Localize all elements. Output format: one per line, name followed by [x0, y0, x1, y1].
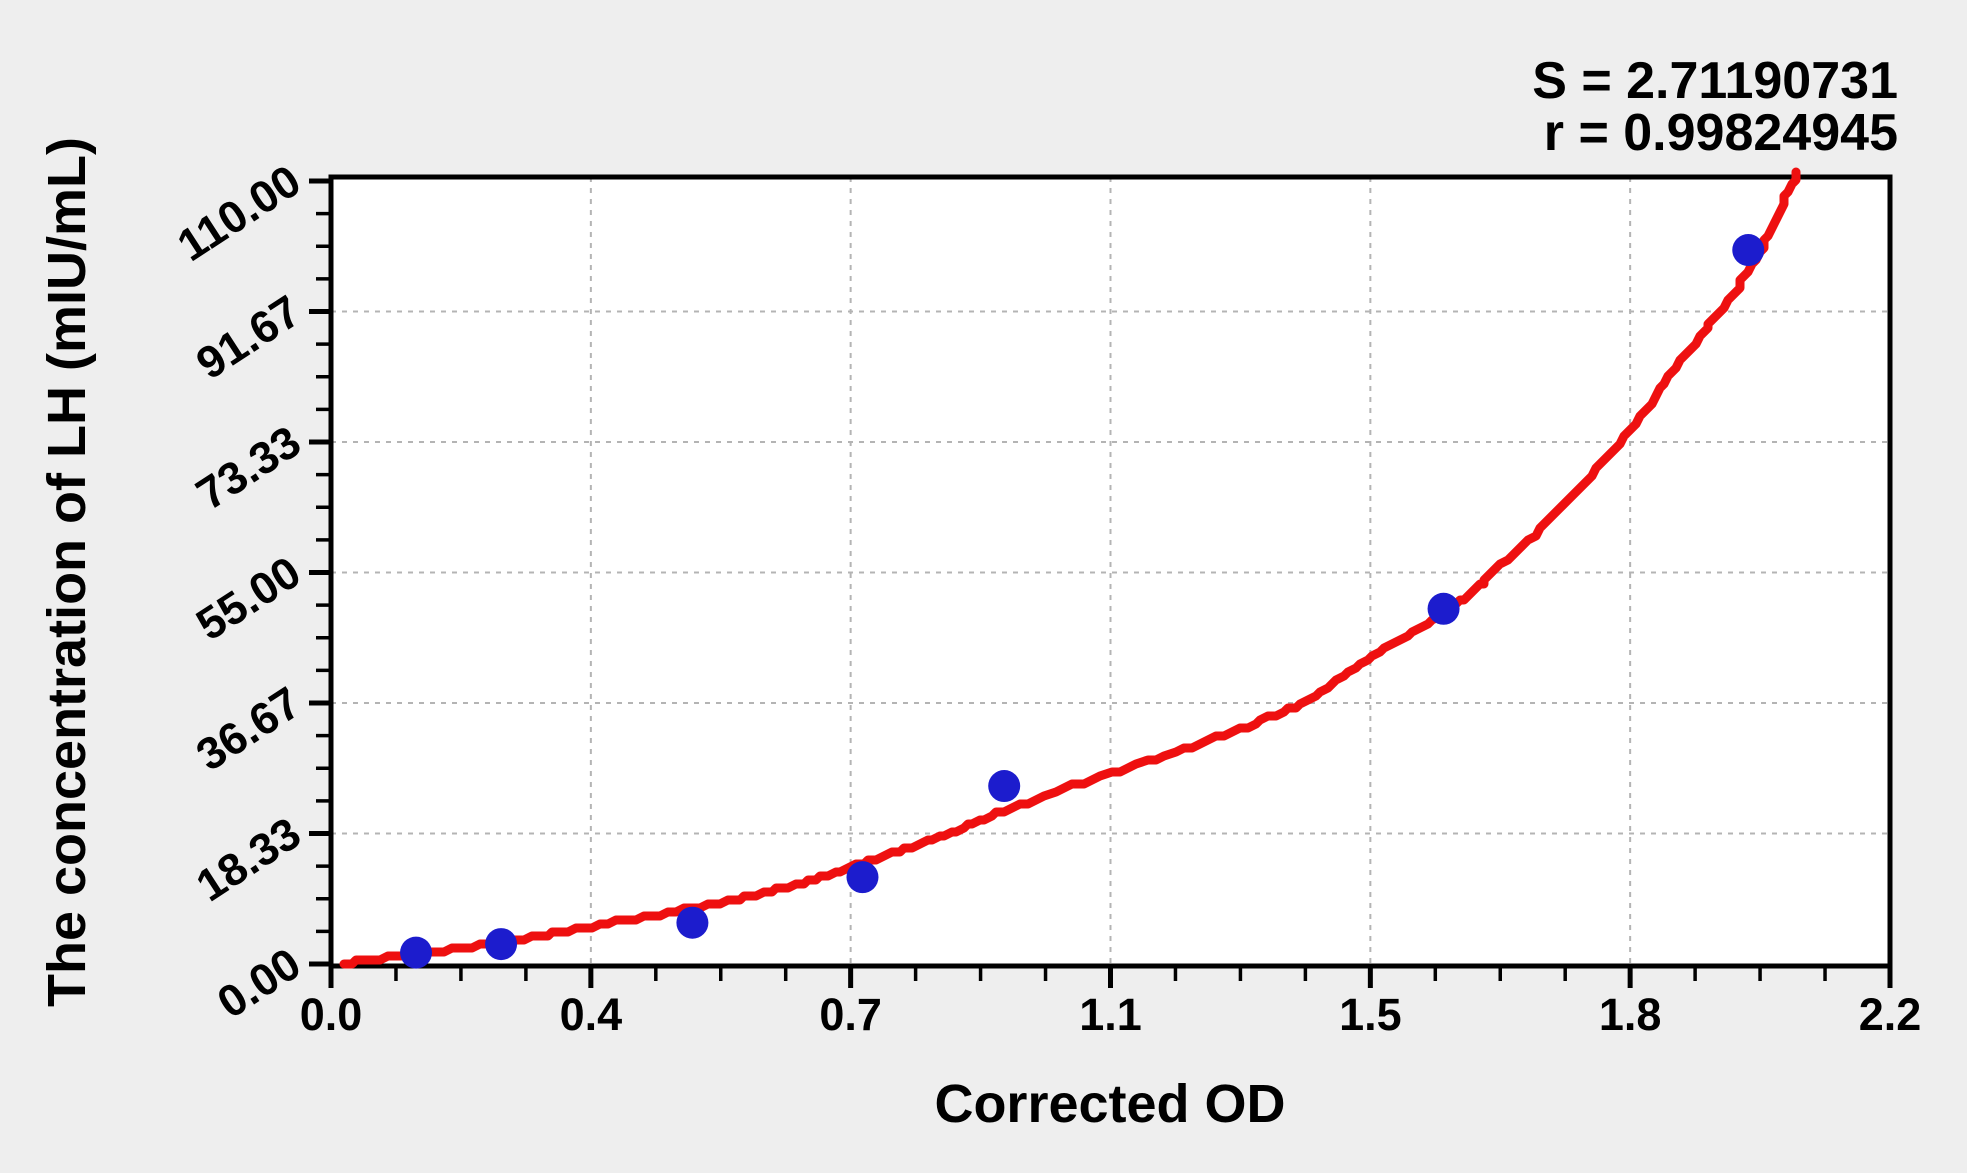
x-tick-label: 1.8	[1599, 989, 1662, 1040]
data-point	[676, 906, 709, 939]
x-tick-label: 0.0	[300, 989, 363, 1040]
fit-curve-layer	[339, 167, 1801, 969]
x-tick-label: 1.1	[1079, 989, 1142, 1040]
x-tick-label: 0.7	[819, 989, 882, 1040]
y-tick-label: 91.67	[187, 285, 309, 389]
y-tick-label: 110.00	[168, 155, 309, 271]
stat-correlation: r = 0.99824945	[1544, 104, 1898, 162]
axis-ticks	[309, 178, 1893, 988]
data-point	[846, 861, 879, 894]
data-point	[1732, 234, 1765, 267]
y-tick-label: 55.00	[187, 546, 309, 650]
stat-slope: S = 2.71190731	[1532, 52, 1898, 110]
y-axis-title: The concentration of LH (mIU/mL)	[37, 137, 97, 1007]
y-tick-label: 0.00	[208, 938, 309, 1028]
data-point	[400, 936, 433, 969]
y-tick-label: 73.33	[187, 416, 309, 520]
x-tick-label: 2.2	[1859, 989, 1922, 1040]
data-point	[485, 928, 518, 961]
x-tick-label: 0.4	[560, 989, 623, 1040]
x-axis-title: Corrected OD	[934, 1074, 1285, 1134]
x-tick-label: 1.5	[1339, 989, 1402, 1040]
y-tick-label: 18.33	[187, 807, 309, 911]
data-point	[1427, 592, 1460, 625]
fit-curve	[339, 167, 1801, 969]
data-points-layer	[400, 234, 1765, 969]
y-tick-label: 36.67	[187, 677, 309, 781]
data-point	[988, 770, 1021, 803]
gridlines	[331, 177, 1890, 966]
